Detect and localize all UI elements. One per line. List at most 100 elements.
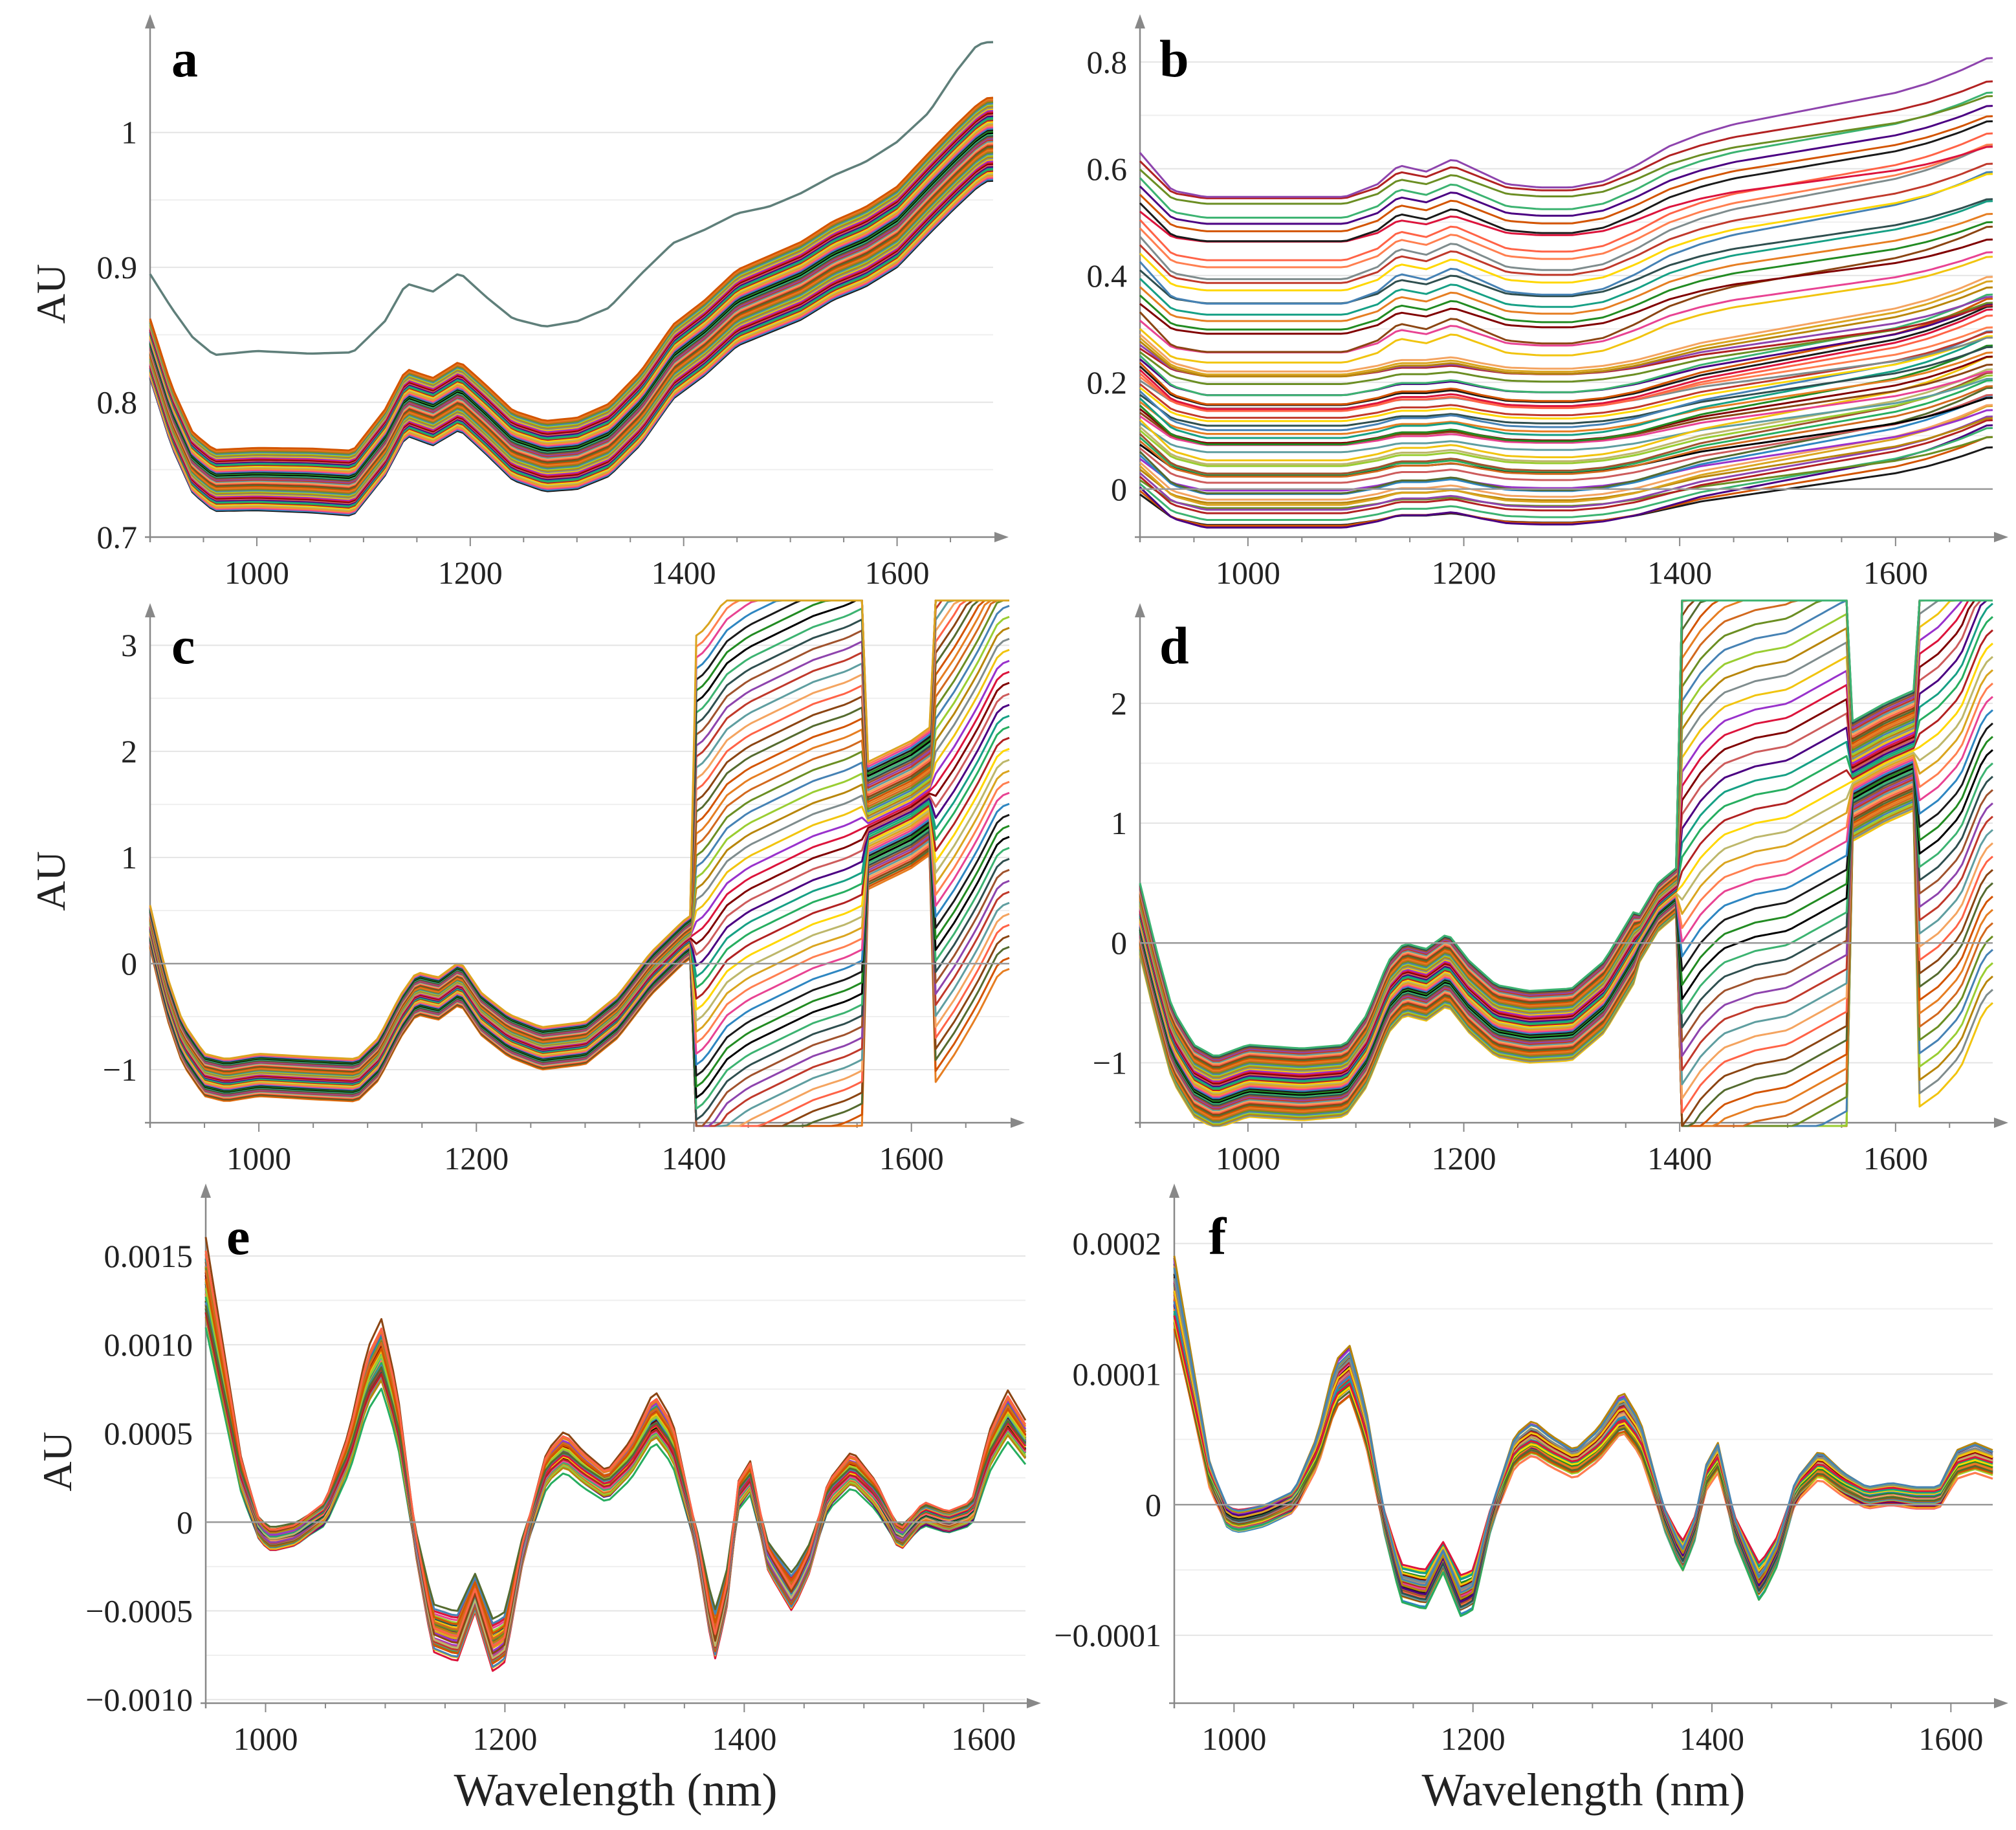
series-line: [1139, 80, 1993, 199]
series-line: [1173, 1266, 1993, 1611]
series-line: [149, 119, 994, 469]
series-line: [149, 599, 1009, 1066]
series-line: [149, 101, 994, 455]
series-line: [149, 162, 994, 503]
x-tick-label: 1600: [1863, 1140, 1928, 1176]
y-axis-arrow: [1135, 603, 1145, 617]
x-tick-label: 1000: [1201, 1721, 1266, 1757]
series-line: [149, 116, 994, 467]
series-line: [149, 146, 994, 491]
x-tick-label: 1000: [233, 1721, 298, 1757]
y-tick-label: 2: [1111, 685, 1127, 722]
y-tick-label: 0.7: [97, 519, 138, 555]
series-line: [1139, 314, 1993, 412]
series-line: [1139, 173, 1993, 292]
series-line: [1173, 1263, 1993, 1608]
series-line: [1139, 57, 1993, 198]
series-line: [1173, 1273, 1993, 1605]
series-line: [1139, 276, 1993, 373]
x-tick-label: 1200: [444, 1140, 509, 1176]
x-tick-label: 1400: [1647, 1140, 1712, 1176]
y-tick-label: −1: [1093, 1044, 1127, 1081]
series-line: [149, 166, 994, 505]
series-line: [1139, 256, 1993, 364]
series-line: [1139, 335, 1993, 423]
series-line: [1139, 132, 1993, 261]
series-line: [1173, 1268, 1993, 1594]
series-line: [1139, 385, 1993, 478]
series-line: [1139, 95, 1993, 205]
series-line: [149, 135, 994, 481]
series-line: [204, 1253, 1027, 1648]
series-line: [149, 173, 994, 511]
x-tick-label: 1200: [1432, 1140, 1496, 1176]
series-line: [1173, 1267, 1993, 1594]
y-tick-label: 0: [1111, 471, 1127, 507]
y-tick-label: 0.6: [1087, 151, 1128, 187]
series-group: [1139, 599, 1994, 1127]
series-line: [149, 151, 994, 494]
x-tick-label: 1400: [662, 1140, 727, 1176]
series-line: [1139, 286, 1993, 378]
y-axis-arrow: [145, 14, 155, 28]
series-line: [149, 154, 994, 497]
x-tick-label: 1000: [226, 1140, 291, 1176]
series-line: [149, 107, 994, 461]
series-line: [1139, 356, 1993, 461]
x-axis-arrow: [1027, 1698, 1041, 1708]
series-line: [149, 131, 994, 480]
series-group: [1173, 1255, 1993, 1617]
y-tick-label: −1: [103, 1052, 137, 1088]
series-line: [204, 1251, 1027, 1659]
series-line: [149, 174, 994, 513]
series-line: [149, 104, 994, 458]
y-axis-arrow: [201, 1184, 211, 1198]
series-line: [149, 159, 994, 500]
series-line: [1173, 1290, 1993, 1586]
x-axis-label: Wavelength (nm): [454, 1764, 777, 1816]
series-line: [1173, 1283, 1993, 1599]
series-line: [1139, 419, 1993, 514]
series-line: [1139, 225, 1993, 353]
series-line: [149, 125, 994, 474]
y-axis-label: AU: [34, 1431, 80, 1491]
series-line: [1139, 424, 1993, 529]
series-line: [1139, 91, 1993, 219]
series-line: [149, 171, 994, 510]
series-line: [149, 157, 994, 499]
y-tick-label: 1: [121, 839, 137, 876]
series-line: [1173, 1315, 1993, 1576]
panel-e: 1000 1200 1400 1600 −0.0010 −0.0005 0 0.0005 0.0…: [34, 1184, 1041, 1816]
y-tick-label: −0.0001: [1054, 1617, 1161, 1653]
series-line: [1139, 302, 1993, 385]
series-line: [149, 123, 994, 472]
series-line: [149, 170, 994, 509]
series-line: [1139, 682, 1994, 1097]
series-line: [149, 179, 994, 516]
series-line: [1173, 1265, 1993, 1603]
y-tick-label: 0.0015: [104, 1238, 193, 1274]
y-tick-label: 0: [1111, 925, 1127, 961]
series-line: [204, 1268, 1027, 1647]
series-line: [1139, 629, 1994, 1092]
series-line: [149, 136, 994, 483]
x-tick-label: 1200: [438, 555, 503, 591]
series-line: [149, 167, 994, 507]
series-line: [1139, 615, 1994, 1090]
series-line: [149, 111, 994, 463]
series-line: [204, 1258, 1027, 1653]
series-line: [1139, 393, 1993, 484]
x-axis-arrow: [1994, 1698, 2008, 1708]
series-line: [1139, 115, 1993, 232]
x-axis-arrow: [1994, 1118, 2008, 1128]
panel-label: c: [171, 616, 195, 675]
x-tick-label: 1400: [1647, 555, 1712, 591]
x-tick-label: 1000: [225, 555, 289, 591]
y-tick-label: 0.2: [1087, 364, 1128, 401]
panel-label: a: [171, 29, 198, 88]
series-line: [149, 138, 994, 485]
series-line: [1173, 1257, 1993, 1603]
series-line: [1173, 1273, 1993, 1602]
y-tick-label: 1: [1111, 805, 1127, 841]
series-line: [149, 161, 994, 502]
